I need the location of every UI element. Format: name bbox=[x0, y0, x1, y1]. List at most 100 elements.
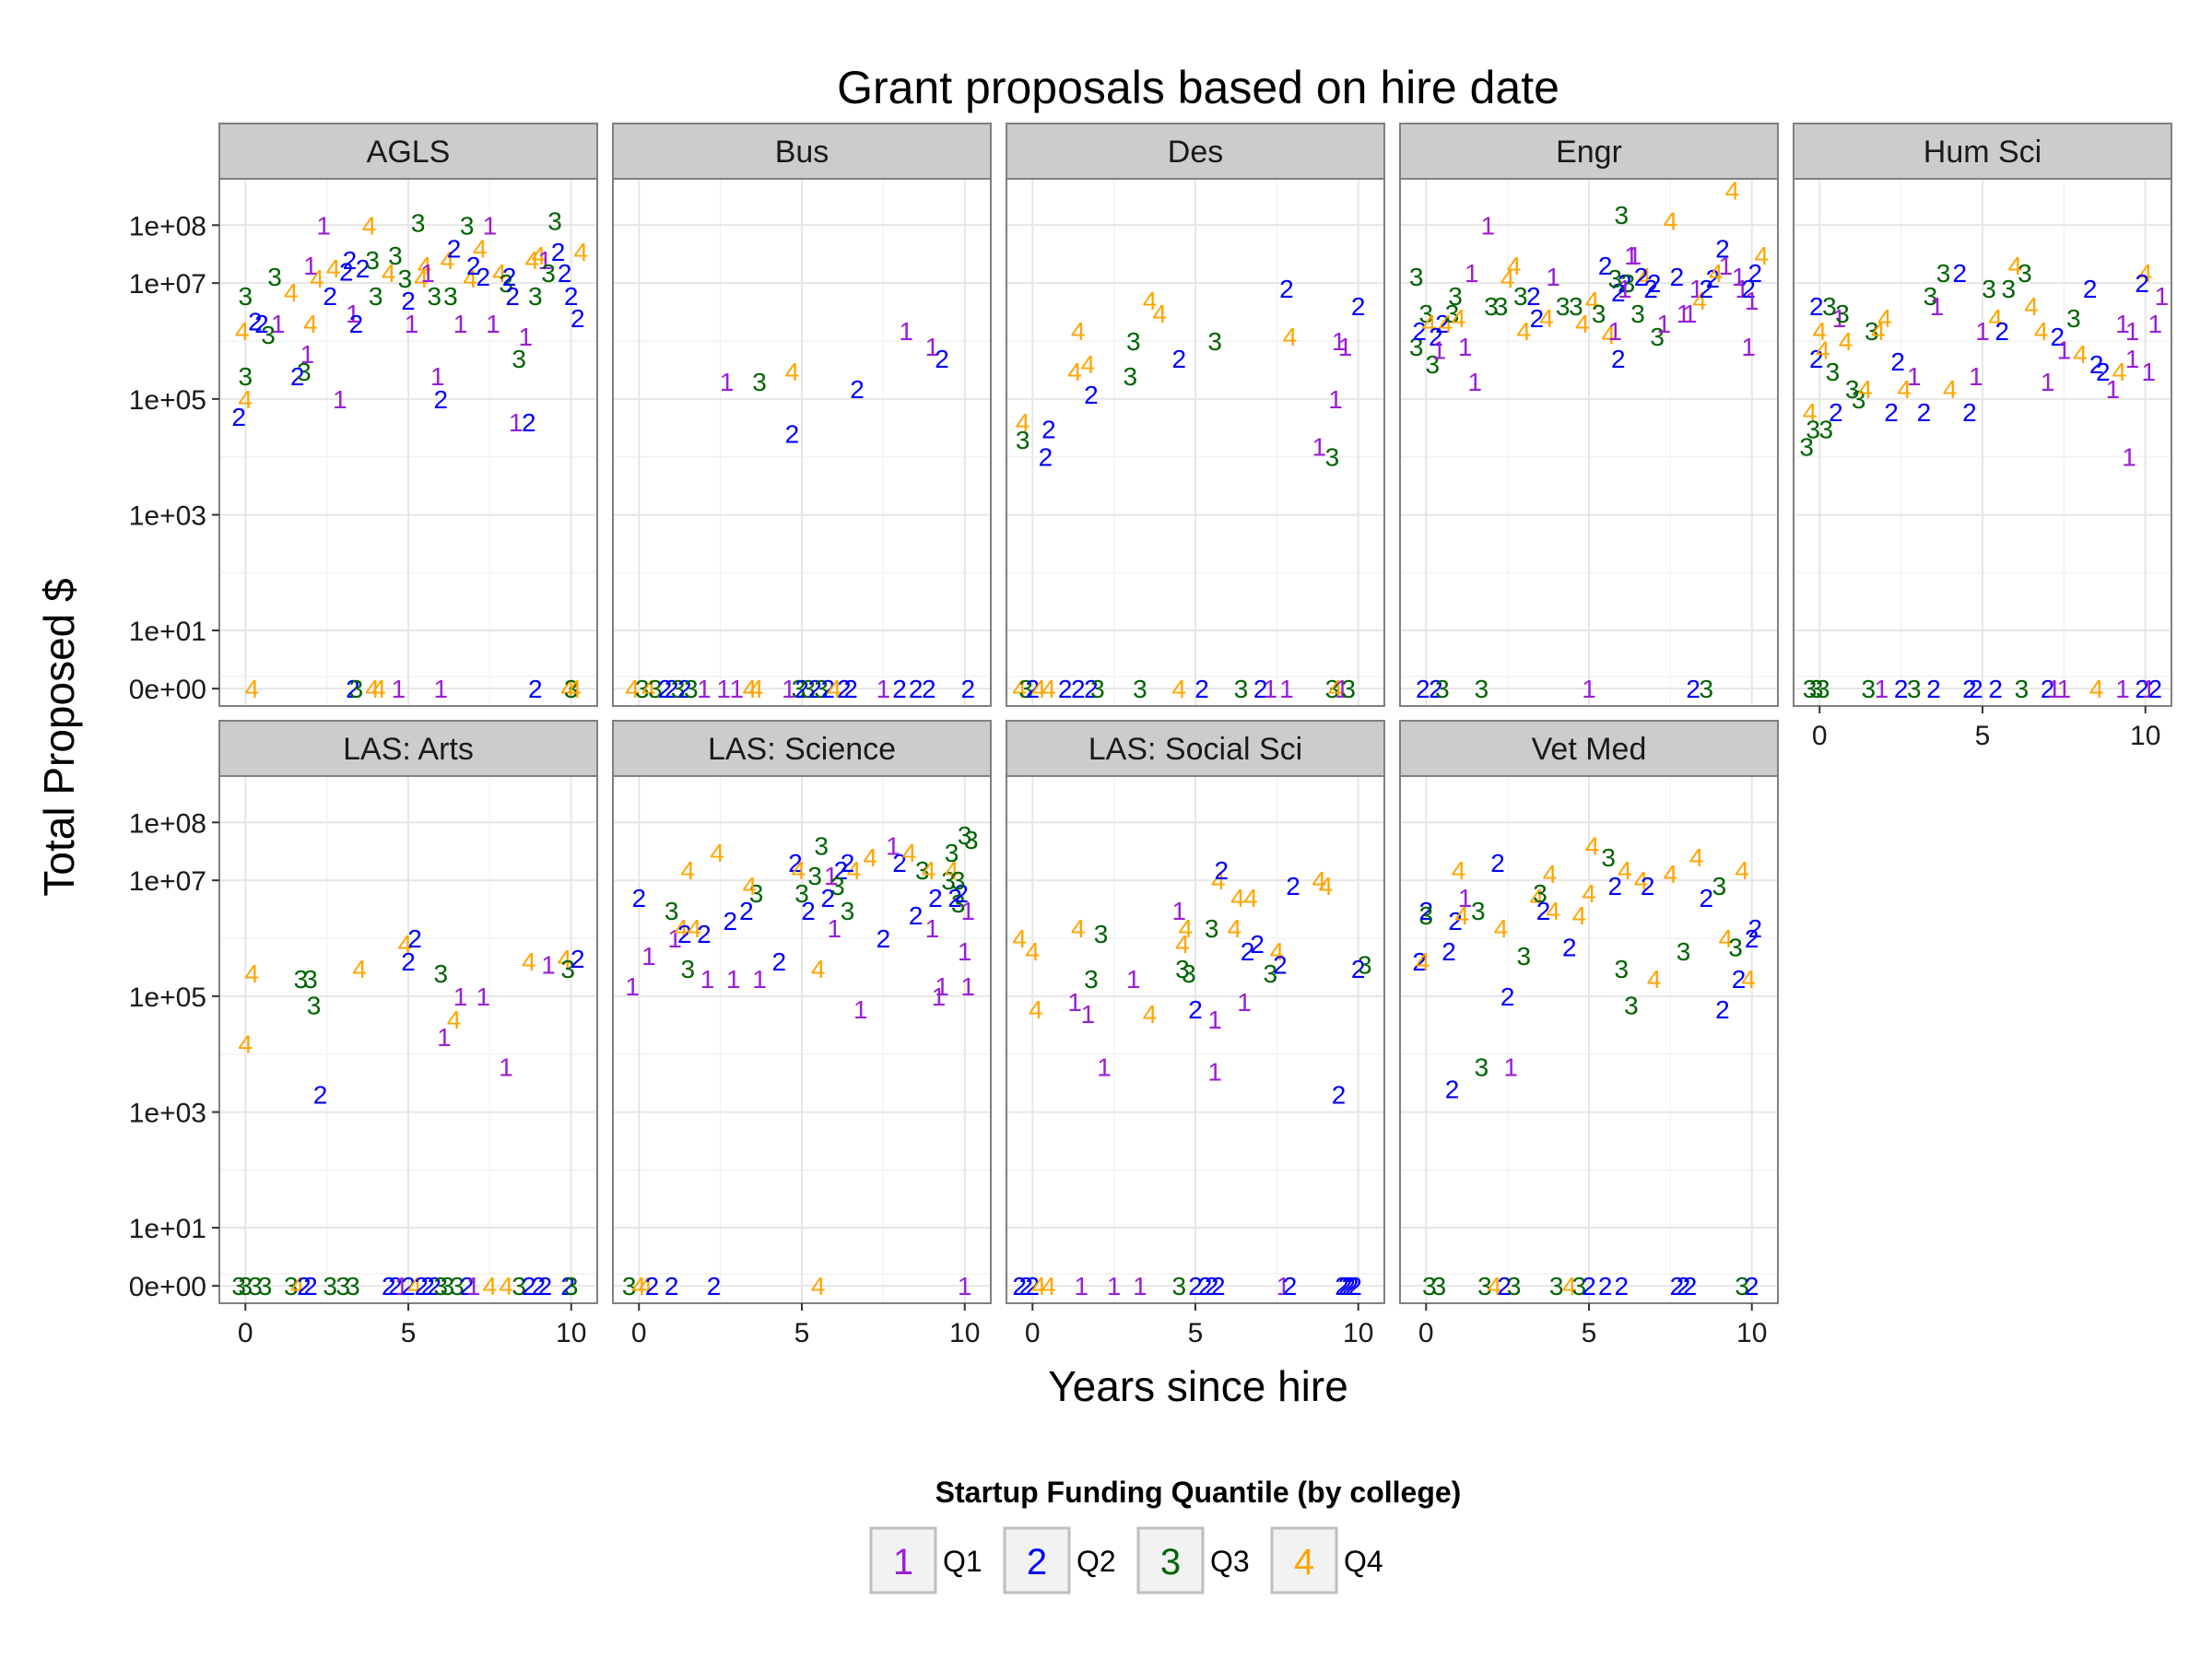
data-point: 3 bbox=[1803, 675, 1818, 703]
data-point: 4 bbox=[1582, 879, 1596, 908]
x-tick-label: 10 bbox=[556, 1318, 586, 1348]
data-point: 4 bbox=[1452, 304, 1466, 333]
facet-strip bbox=[218, 720, 598, 777]
data-point: 4 bbox=[1500, 265, 1515, 293]
data-point: 4 bbox=[1988, 304, 2003, 333]
data-point: 1 bbox=[2041, 368, 2055, 396]
data-point: 4 bbox=[1454, 901, 1469, 930]
data-point: 2 bbox=[2051, 323, 2065, 351]
data-point: 3 bbox=[1806, 416, 1820, 444]
data-point: 1 bbox=[499, 1053, 513, 1082]
data-point: 2 bbox=[665, 675, 679, 703]
data-point: 3 bbox=[1865, 317, 1879, 346]
facet-strip-label: LAS: Arts bbox=[343, 732, 474, 767]
data-point: 3 bbox=[460, 211, 475, 240]
legend-key bbox=[869, 1526, 937, 1594]
data-point: 2 bbox=[505, 282, 520, 311]
data-point: 4 bbox=[1647, 965, 1662, 994]
data-point: 1 bbox=[2155, 282, 2170, 311]
data-point: 3 bbox=[434, 1272, 449, 1300]
data-point: 1 bbox=[1732, 263, 1747, 291]
x-tick-label: 5 bbox=[1582, 1318, 1597, 1348]
data-point: 2 bbox=[1273, 951, 1288, 980]
data-point: 4 bbox=[1032, 675, 1047, 703]
data-point: 2 bbox=[477, 263, 491, 291]
data-point: 2 bbox=[1418, 897, 1433, 925]
data-point: 2 bbox=[1699, 884, 1713, 912]
data-point: 3 bbox=[1822, 292, 1837, 321]
data-point: 2 bbox=[1351, 955, 1366, 983]
data-point: 1 bbox=[2122, 443, 2136, 472]
data-point: 2 bbox=[1412, 317, 1427, 346]
data-point: 2 bbox=[1412, 947, 1427, 976]
data-point: 3 bbox=[1621, 269, 1636, 298]
data-point: 1 bbox=[303, 252, 318, 280]
legend-title: Startup Funding Quantile (by college) bbox=[935, 1476, 1462, 1509]
data-point: 2 bbox=[1205, 1272, 1219, 1300]
data-point: 2 bbox=[1347, 1272, 1362, 1300]
data-point: 4 bbox=[1488, 1272, 1502, 1300]
panels-layer: AGLS322331442342314141241221224334332134… bbox=[129, 123, 2172, 1348]
data-point: 2 bbox=[522, 1272, 536, 1300]
data-point: 1 bbox=[2125, 345, 2140, 373]
data-point: 1 bbox=[2047, 675, 2062, 703]
data-point: 4 bbox=[1585, 831, 1600, 860]
data-point: 2 bbox=[820, 884, 835, 912]
data-point: 1 bbox=[700, 965, 715, 994]
panel-border bbox=[1006, 178, 1385, 707]
data-point: 2 bbox=[677, 675, 692, 703]
data-point: 4 bbox=[382, 259, 396, 288]
legend-item-q2: 2 Q2 bbox=[1003, 1526, 1116, 1594]
data-point: 3 bbox=[1172, 1272, 1187, 1300]
y-axis-title: Total Proposed $ bbox=[35, 578, 83, 896]
chart-title: Grant proposals based on hire date bbox=[837, 62, 1559, 113]
data-point: 1 bbox=[1832, 304, 1847, 333]
data-point: 2 bbox=[841, 849, 855, 877]
data-point: 3 bbox=[1133, 675, 1147, 703]
data-point: 2 bbox=[1634, 263, 1649, 291]
data-point: 1 bbox=[1067, 988, 1082, 1017]
data-point: 4 bbox=[284, 278, 299, 307]
data-point: 4 bbox=[1416, 947, 1430, 976]
data-point: 1 bbox=[1207, 1058, 1222, 1087]
data-point: 2 bbox=[1530, 304, 1545, 333]
data-point: 3 bbox=[951, 889, 966, 918]
data-point: 3 bbox=[499, 269, 513, 298]
data-point: 4 bbox=[1422, 310, 1437, 338]
data-point: 2 bbox=[1198, 1272, 1213, 1300]
data-point: 4 bbox=[1172, 675, 1187, 703]
data-point: 1 bbox=[1930, 292, 1945, 321]
data-point: 1 bbox=[2057, 336, 2072, 365]
data-point: 2 bbox=[1188, 995, 1203, 1024]
data-point: 4 bbox=[2112, 358, 2127, 386]
data-point: 3 bbox=[801, 675, 816, 703]
data-point: 3 bbox=[560, 955, 575, 983]
data-point: 4 bbox=[1071, 914, 1086, 943]
legend-key bbox=[1136, 1526, 1205, 1594]
data-point: 2 bbox=[1747, 259, 1762, 288]
data-point: 3 bbox=[294, 965, 309, 994]
data-point: 3 bbox=[1090, 675, 1105, 703]
data-point: 2 bbox=[248, 307, 263, 335]
data-point: 2 bbox=[1058, 675, 1073, 703]
data-point: 3 bbox=[1494, 292, 1509, 321]
data-point: 1 bbox=[333, 385, 347, 414]
data-point: 1 bbox=[1338, 333, 1353, 361]
data-point: 4 bbox=[1709, 259, 1724, 288]
data-point: 3 bbox=[1601, 843, 1616, 872]
data-point: 1 bbox=[2057, 675, 2072, 703]
data-point: 2 bbox=[947, 884, 962, 912]
data-point: 4 bbox=[631, 1272, 646, 1300]
x-tick-label: 5 bbox=[794, 1318, 810, 1348]
data-point: 3 bbox=[541, 259, 556, 288]
data-point: 2 bbox=[645, 1272, 660, 1300]
data-point: 4 bbox=[1439, 310, 1453, 338]
data-point: 1 bbox=[752, 965, 767, 994]
data-point: 1 bbox=[1683, 300, 1698, 328]
data-point: 4 bbox=[365, 675, 380, 703]
data-point: 2 bbox=[928, 884, 943, 912]
data-point: 3 bbox=[1507, 1272, 1522, 1300]
data-point: 2 bbox=[1829, 398, 1843, 427]
data-point: 4 bbox=[483, 1272, 498, 1300]
data-point: 3 bbox=[564, 675, 579, 703]
